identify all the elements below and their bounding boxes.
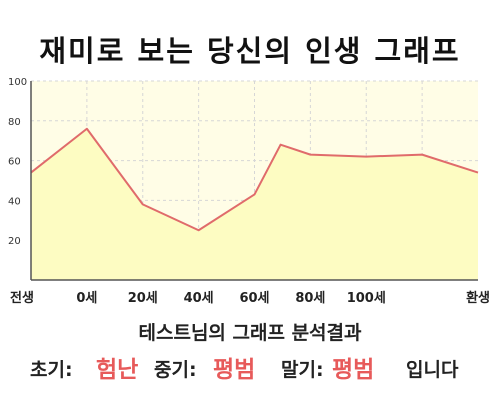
x-tick-label-4: 60세 (239, 291, 269, 306)
x-tick-label-7: 환생 (466, 290, 490, 306)
summary-title: 테스트님의 그래프 분석결과 (138, 322, 362, 344)
middle-value: 평범 (213, 357, 256, 383)
middle-label: 중기: (154, 359, 197, 381)
late-value: 평범 (332, 357, 375, 383)
y-tick-label-0: 20 (8, 236, 21, 247)
x-tick-label-0: 전생 (10, 290, 34, 306)
x-tick-label-3: 40세 (184, 291, 214, 306)
page-title: 재미로 보는 당신의 인생 그래프 (39, 34, 461, 68)
y-tick-label-1: 40 (8, 196, 21, 207)
early-label: 초기: (30, 359, 73, 381)
y-tick-label-4: 100 (8, 77, 27, 88)
suffix-text: 입니다 (406, 359, 459, 381)
x-tick-label-1: 0세 (76, 291, 97, 306)
early-value: 험난 (96, 357, 139, 383)
late-label: 말기: (281, 359, 324, 381)
life-line (30, 127, 479, 232)
y-tick-label-3: 80 (8, 117, 21, 128)
y-tick-label-2: 60 (8, 157, 21, 168)
life-graph-chart: 20 40 60 80 100 전생 0세 20세 40세 60세 80세 100세 환생 (8, 77, 490, 306)
life-area-fill (31, 128, 478, 280)
x-tick-label-5: 80세 (295, 291, 325, 306)
summary-row: 초기: 험난 중기: 평범 말기: 평범 입니다 (0, 346, 500, 383)
x-tick-label-6: 100세 (347, 291, 386, 306)
x-tick-label-2: 20세 (128, 291, 158, 306)
